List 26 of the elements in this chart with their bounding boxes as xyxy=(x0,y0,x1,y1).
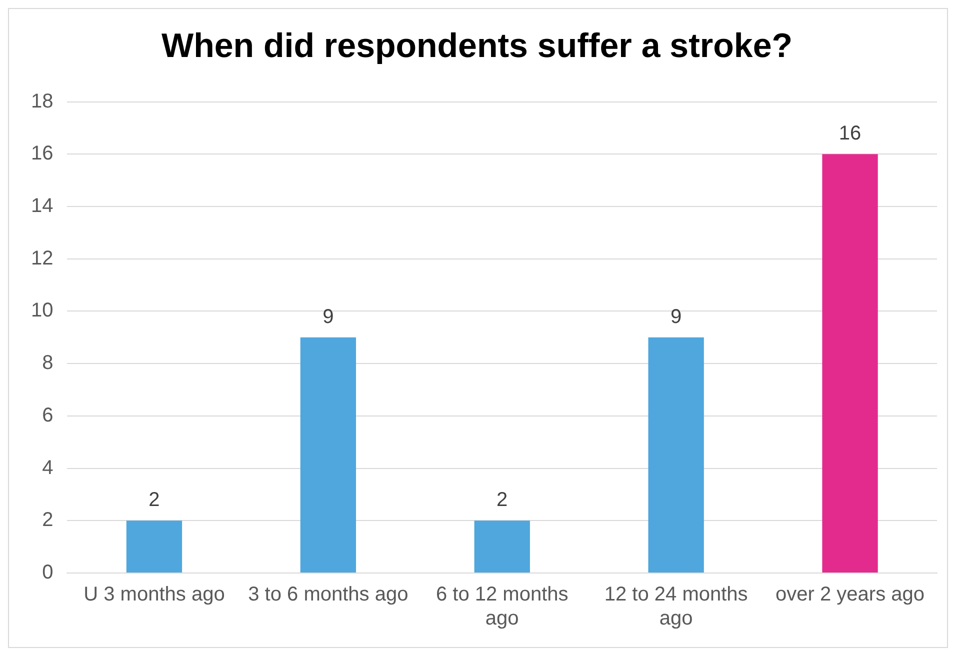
data-label: 9 xyxy=(322,306,334,328)
bar xyxy=(822,154,878,572)
chart-title: When did respondents suffer a stroke? xyxy=(162,26,792,65)
y-tick-label: 4 xyxy=(42,456,54,479)
y-tick-label: 18 xyxy=(30,90,54,112)
data-label: 2 xyxy=(496,489,508,512)
y-tick-label: 16 xyxy=(30,142,54,165)
x-tick-label: 12 to 24 months ago xyxy=(604,584,748,630)
bar xyxy=(648,337,704,572)
x-tick-label: 3 to 6 months ago xyxy=(248,584,408,606)
x-tick-label: over 2 years ago xyxy=(776,584,925,606)
x-tick-label: U 3 months ago xyxy=(84,584,225,606)
y-tick-label: 12 xyxy=(30,247,54,270)
x-tick-label: 6 to 12 months ago xyxy=(436,584,568,630)
y-tick-label: 2 xyxy=(42,509,54,532)
y-tick-label: 14 xyxy=(30,195,54,218)
y-tick-label: 6 xyxy=(42,404,54,426)
y-tick-label: 0 xyxy=(42,562,54,584)
bar xyxy=(300,337,356,572)
y-tick-label: 8 xyxy=(42,352,54,374)
bar xyxy=(474,520,530,572)
y-tick-label: 10 xyxy=(30,300,54,322)
bar xyxy=(126,520,182,572)
data-label: 2 xyxy=(148,489,160,512)
data-label: 9 xyxy=(670,306,682,328)
data-label: 16 xyxy=(838,122,862,145)
